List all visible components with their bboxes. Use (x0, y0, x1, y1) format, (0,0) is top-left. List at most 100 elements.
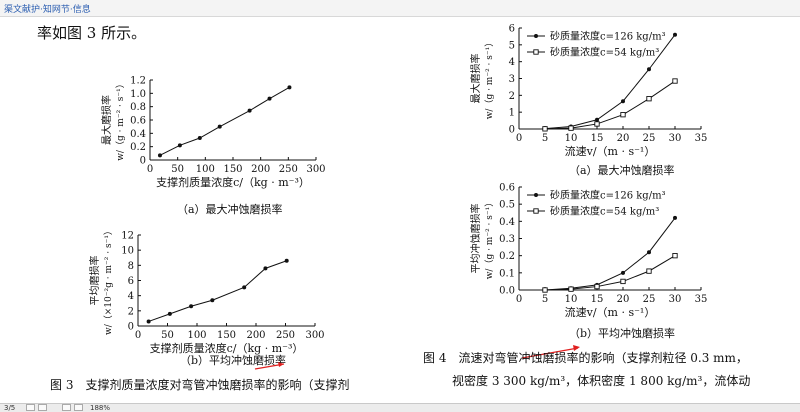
y-tick-label: 1 (509, 108, 515, 119)
y-tick-label: 0.3 (499, 234, 515, 245)
data-point (621, 99, 625, 104)
legend-marker (534, 193, 538, 197)
prev-page-button[interactable] (26, 404, 35, 411)
data-point (542, 287, 548, 293)
document-toolbar: 渠文献护·知网节·信息 (0, 0, 800, 17)
x-tick-label: 100 (187, 330, 206, 341)
data-point (594, 121, 600, 127)
x-tick-label: 200 (246, 330, 265, 341)
data-point (210, 298, 215, 303)
data-point (247, 108, 252, 113)
data-point (267, 96, 272, 101)
figure3-caption: 图 3 支撑剂质量浓度对弯管冲蚀磨损率的影响（支撑剂 (50, 378, 350, 392)
x-axis-label: 支撑剂质量浓度c/（kg · m⁻³） (150, 341, 304, 355)
y-tick-label: 12 (121, 231, 134, 242)
data-point (287, 85, 292, 90)
x-tick-label: 25 (643, 294, 656, 305)
x-axis-label: 流速v/（m · s⁻¹） (565, 305, 656, 319)
document-title-link[interactable]: 渠文献护·知网节·信息 (4, 5, 91, 15)
y-tick-label: 2 (128, 306, 134, 317)
fig3a-caption: （a）最大冲蚀磨损率 (177, 203, 283, 216)
data-point (646, 268, 652, 274)
y-tick-label: 8 (128, 261, 134, 272)
x-axis-label: 支撑剂质量浓度c/（kg · m⁻³） (156, 175, 310, 189)
y-axis-unit-label: w/（g · m⁻² · s⁻¹） (484, 198, 495, 280)
y-tick-label: 0.1 (499, 268, 515, 279)
data-point (672, 253, 678, 259)
y-axis-unit-label: w/（×10⁻²g · m⁻² · s⁻¹） (103, 226, 114, 335)
y-tick-label: 4 (509, 57, 515, 68)
x-tick-label: 15 (591, 133, 604, 144)
y-tick-label: 0 (509, 125, 515, 136)
fig4a-caption: （a）最大冲蚀磨损率 (569, 164, 675, 177)
y-tick-label: 0 (128, 322, 134, 333)
data-point (568, 286, 574, 292)
y-axis-label: 最大磨损率 (469, 54, 482, 104)
zoom-level[interactable]: 188% (90, 404, 111, 412)
y-tick-label: 1.2 (130, 76, 146, 87)
y-tick-label: 4 (128, 291, 134, 302)
x-tick-label: 250 (279, 164, 298, 175)
x-tick-label: 200 (251, 164, 270, 175)
intro-text: 率如图 3 所示。 (37, 24, 147, 42)
legend-label: 砂质量浓度c=126 kg/m³ (550, 30, 666, 43)
x-tick-label: 5 (542, 133, 548, 144)
data-point (217, 124, 222, 129)
y-axis-label: 最大磨损率 (100, 95, 113, 145)
legend-label: 砂质量浓度c=126 kg/m³ (550, 189, 666, 202)
data-point (673, 215, 677, 220)
fit-width-button[interactable] (74, 404, 83, 411)
x-tick-label: 20 (617, 133, 630, 144)
data-point (647, 67, 651, 72)
data-point (167, 311, 172, 316)
x-tick-label: 250 (276, 330, 295, 341)
y-tick-label: 0 (140, 156, 146, 167)
y-tick-label: 0.4 (499, 217, 515, 228)
legend-label: 砂质量浓度c=54 kg/m³ (550, 46, 659, 59)
page-indicator[interactable]: 3/5 (4, 404, 16, 412)
x-tick-label: 20 (617, 294, 630, 305)
data-point (189, 304, 194, 309)
legend-marker (534, 34, 538, 38)
y-tick-label: 0.6 (130, 116, 146, 127)
series-line (544, 80, 676, 130)
x-tick-label: 30 (669, 133, 682, 144)
series-line (544, 255, 676, 291)
data-point (594, 283, 600, 290)
y-tick-label: 0.8 (130, 102, 146, 113)
y-tick-label: 0.2 (130, 142, 146, 153)
y-tick-label: 10 (121, 246, 134, 257)
figure4-caption-line2: 视密度 3 300 kg/m³，体积密度 1 800 kg/m³，流体动 (452, 374, 751, 388)
fig4b-caption: （b）平均冲蚀磨损率 (569, 327, 676, 340)
legend-marker (533, 208, 539, 214)
y-axis-label: 平均磨损率 (88, 256, 101, 306)
data-point (673, 32, 677, 37)
x-tick-label: 30 (669, 294, 682, 305)
x-tick-label: 50 (171, 164, 184, 175)
y-axis-unit-label: w/（g · m⁻² · s⁻¹） (484, 38, 495, 120)
next-page-button[interactable] (38, 404, 47, 411)
x-tick-label: 50 (161, 330, 174, 341)
series-line (544, 34, 676, 130)
y-tick-label: 0.0 (499, 286, 515, 297)
y-tick-label: 2 (509, 91, 515, 102)
data-point (620, 278, 626, 285)
data-point (672, 78, 678, 84)
data-point (157, 153, 162, 158)
data-point (284, 258, 289, 263)
x-tick-label: 150 (217, 330, 236, 341)
data-point (177, 143, 182, 148)
x-tick-label: 0 (516, 294, 522, 305)
data-point (242, 285, 247, 290)
x-tick-label: 25 (643, 133, 656, 144)
data-point (646, 96, 652, 102)
y-tick-label: 5 (509, 40, 515, 51)
fit-page-button[interactable] (62, 404, 71, 411)
data-point (542, 126, 548, 132)
y-axis-unit-label: w/（g · m⁻² · s⁻¹） (115, 79, 126, 161)
data-point (620, 112, 626, 118)
legend-marker (533, 49, 539, 55)
